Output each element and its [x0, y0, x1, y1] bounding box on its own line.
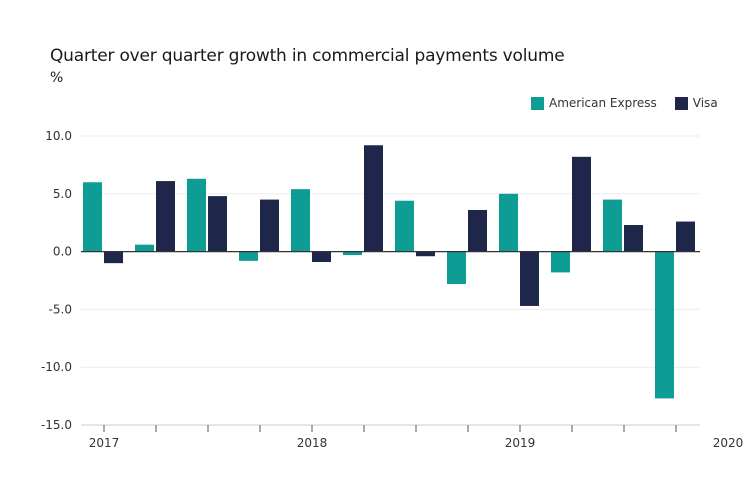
bar-visa	[260, 199, 279, 252]
bar-amex	[239, 251, 258, 261]
bar-amex	[395, 200, 414, 252]
bar-visa	[676, 221, 695, 252]
bar-amex	[187, 178, 206, 252]
legend-item-amex: American Express	[531, 96, 657, 110]
bar-visa	[364, 145, 383, 252]
x-tick-label: 2020	[713, 436, 744, 450]
y-tick-label: 5.0	[53, 187, 72, 201]
bar-amex	[551, 251, 570, 273]
bar-amex	[291, 189, 310, 252]
bar-amex	[83, 182, 102, 252]
bar-visa	[208, 196, 227, 252]
bar-amex	[499, 193, 518, 252]
bar-visa	[104, 251, 123, 264]
x-tick-label: 2019	[505, 436, 536, 450]
chart-title: Quarter over quarter growth in commercia…	[50, 46, 565, 66]
legend-swatch-amex	[531, 96, 544, 110]
x-tick-label: 2017	[89, 436, 120, 450]
legend: American Express Visa	[531, 96, 718, 110]
bar-visa	[156, 181, 175, 252]
bar-visa	[468, 209, 487, 252]
legend-label-amex: American Express	[549, 96, 657, 110]
legend-swatch-visa	[674, 96, 688, 110]
y-tick-label: -5.0	[49, 302, 72, 316]
y-tick-label: 10.0	[45, 129, 72, 143]
bar-amex	[135, 244, 154, 252]
y-tick-label: 0.0	[53, 245, 72, 259]
bar-amex	[603, 199, 622, 252]
legend-item-visa: Visa	[674, 96, 718, 110]
y-tick-label: -10.0	[41, 360, 72, 374]
legend-label-visa: Visa	[692, 96, 718, 110]
bar-visa	[312, 251, 331, 263]
bar-amex	[447, 251, 466, 284]
x-tick-label: 2018	[297, 436, 328, 450]
bar-amex	[343, 251, 362, 256]
bar-amex	[655, 251, 674, 399]
y-tick-label: -15.0	[41, 418, 72, 432]
bar-visa	[624, 225, 643, 252]
unit-label: %	[50, 70, 64, 86]
bar-visa	[520, 251, 539, 306]
bar-visa	[572, 156, 591, 252]
bar-visa	[416, 251, 435, 257]
